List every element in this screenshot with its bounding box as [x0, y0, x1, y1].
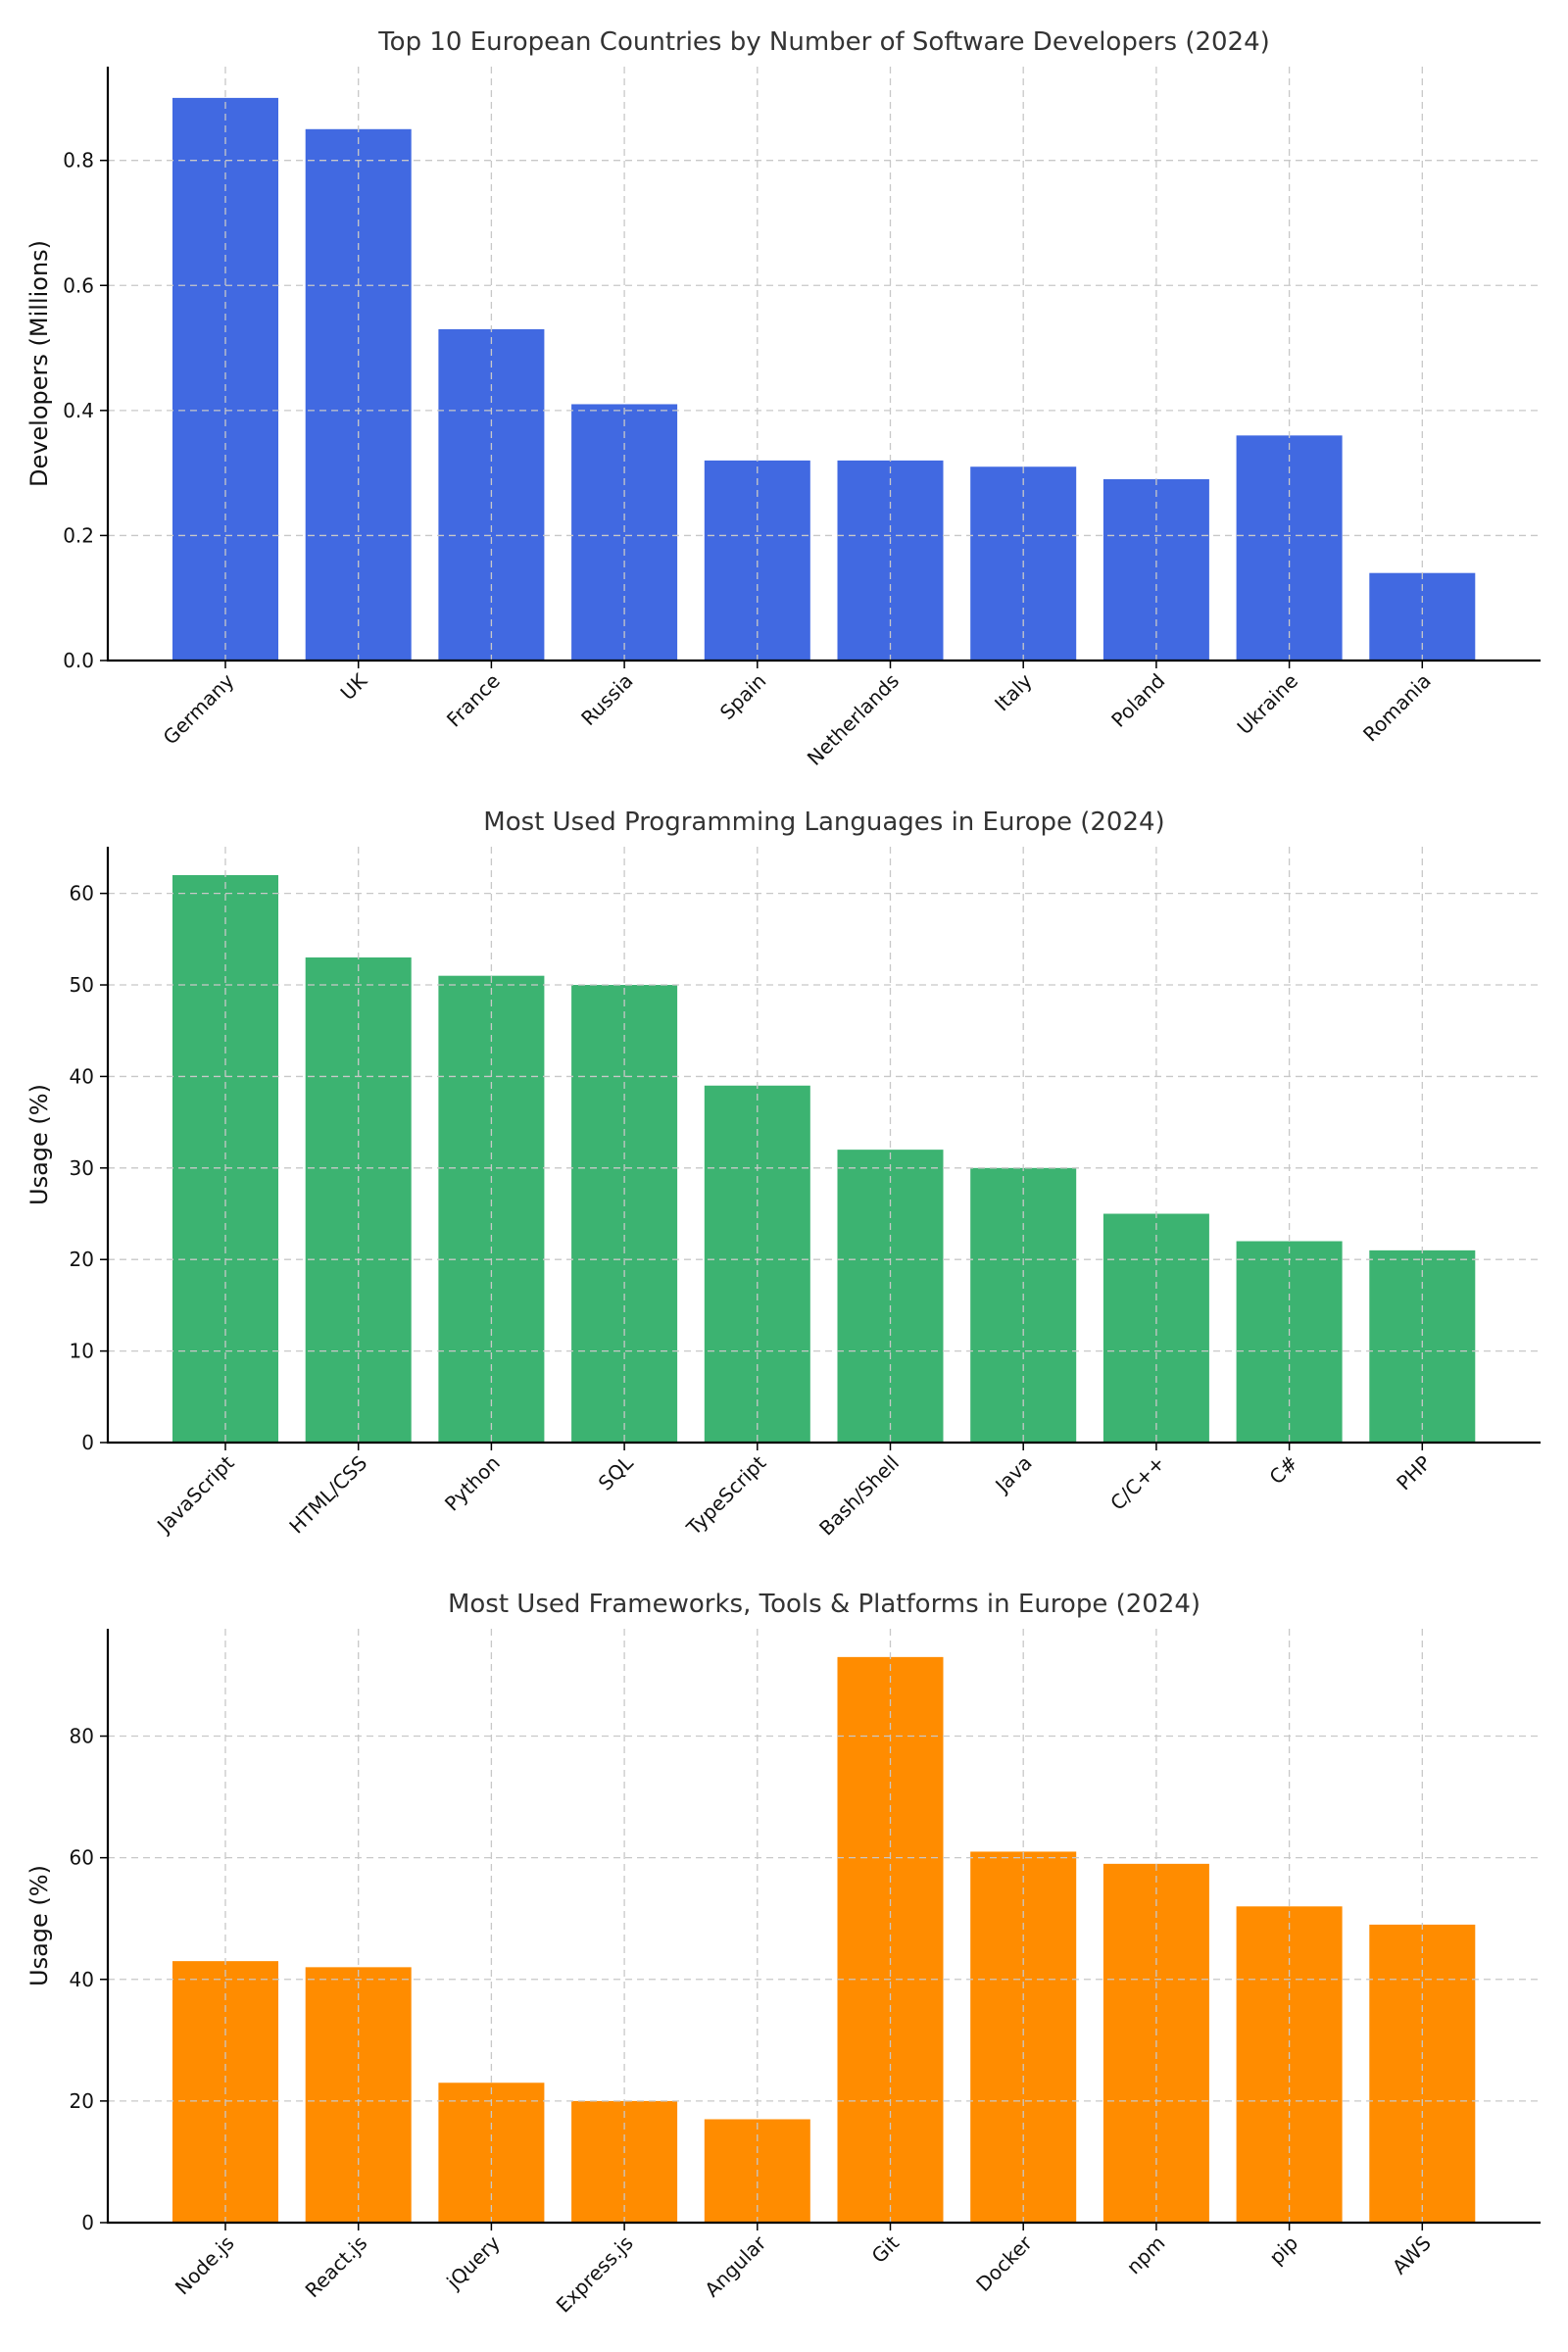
y-tick-label: 60: [70, 882, 94, 906]
bar-docker: [970, 1851, 1077, 2223]
x-tick-label: Docker: [971, 2230, 1037, 2296]
y-tick-label: 0.4: [63, 399, 94, 422]
y-axis-label: Usage (%): [25, 1084, 53, 1205]
y-axis-label: Developers (Millions): [25, 240, 53, 487]
x-tick-label: Express.js: [552, 2231, 638, 2318]
x-tick-label: npm: [1122, 2231, 1170, 2279]
x-tick-label: C#: [1264, 1451, 1302, 1490]
x-tick-label: Germany: [159, 668, 239, 749]
x-tick-label: Ukraine: [1233, 669, 1303, 740]
y-tick-label: 0.2: [63, 523, 94, 547]
y-tick-label: 0.0: [63, 649, 94, 672]
bar-aws: [1369, 1924, 1476, 2223]
x-tick-label: Python: [440, 1451, 505, 1516]
chart-panel-3: Most Used Frameworks, Tools & Platforms …: [25, 1590, 1541, 2318]
y-tick-label: 20: [70, 2089, 94, 2113]
x-tick-label: UK: [336, 668, 372, 705]
x-tick-label: Node.js: [171, 2231, 239, 2300]
x-tick-label: AWS: [1388, 2231, 1436, 2279]
x-tick-label: C/C++: [1105, 1451, 1169, 1515]
y-tick-label: 50: [70, 973, 94, 997]
y-tick-label: 40: [70, 1968, 94, 1991]
y-tick-label: 80: [70, 1725, 94, 1748]
bar-python: [438, 975, 545, 1443]
y-tick-label: 0: [81, 2211, 94, 2234]
y-tick-label: 20: [70, 1248, 94, 1271]
x-tick-label: TypeScript: [681, 1450, 770, 1540]
chart-title: Most Used Programming Languages in Europ…: [483, 808, 1164, 837]
x-tick-label: React.js: [301, 2231, 372, 2303]
x-tick-label: pip: [1264, 2231, 1302, 2270]
bar-poland: [1102, 479, 1209, 661]
x-tick-label: jQuery: [441, 2230, 505, 2294]
chart-panel-2: Most Used Programming Languages in Europ…: [25, 808, 1541, 1541]
y-tick-label: 10: [70, 1340, 94, 1363]
x-tick-label: Netherlands: [803, 669, 904, 770]
x-tick-label: Poland: [1106, 669, 1169, 732]
x-tick-label: France: [442, 669, 505, 732]
x-tick-label: Git: [867, 2230, 905, 2268]
chart-title: Most Used Frameworks, Tools & Platforms …: [448, 1590, 1200, 1619]
bar-uk: [305, 128, 412, 661]
x-tick-label: Italy: [990, 668, 1037, 715]
y-axis-label: Usage (%): [25, 1865, 53, 1986]
x-tick-label: Spain: [715, 669, 770, 724]
y-tick-label: 60: [70, 1846, 94, 1870]
x-tick-label: Angular: [700, 2230, 771, 2302]
x-tick-label: PHP: [1392, 1451, 1436, 1495]
x-tick-label: Russia: [576, 669, 637, 730]
axis-spines: [106, 1629, 1541, 2225]
axis-spines: [106, 67, 1541, 662]
chart-title: Top 10 European Countries by Number of S…: [377, 27, 1270, 57]
y-tick-label: 0.6: [63, 273, 94, 297]
x-tick-label: JavaScript: [151, 1450, 238, 1538]
chart-panel-1: Top 10 European Countries by Number of S…: [25, 27, 1541, 770]
x-tick-label: SQL: [594, 1450, 639, 1495]
axis-spines: [106, 847, 1541, 1445]
y-tick-label: 0.8: [63, 149, 94, 172]
y-tick-label: 0: [81, 1431, 94, 1454]
x-tick-label: Romania: [1358, 669, 1436, 747]
y-tick-label: 40: [70, 1064, 94, 1088]
x-tick-label: HTML/CSS: [284, 1451, 371, 1539]
x-tick-label: Bash/Shell: [814, 1451, 904, 1541]
y-tick-label: 30: [70, 1156, 94, 1180]
x-tick-label: Java: [989, 1451, 1036, 1498]
